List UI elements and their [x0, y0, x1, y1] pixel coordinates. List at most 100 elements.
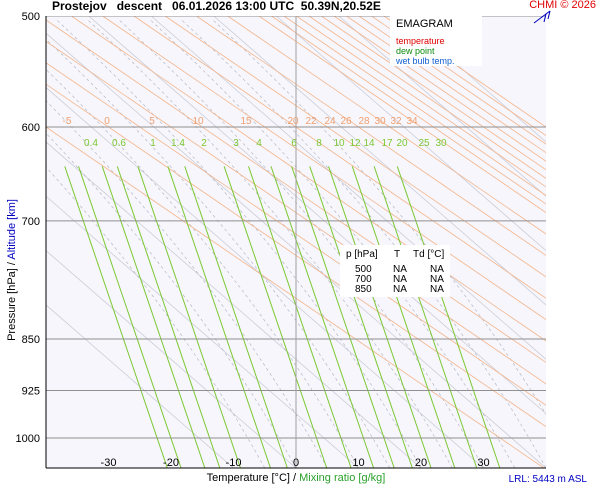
dry-adiabat	[213, 16, 546, 306]
y-tick-label: 600	[22, 122, 40, 134]
isotherm-label: -5	[63, 116, 72, 127]
mixing-ratio-line	[137, 166, 241, 468]
isotherm-label: 26	[340, 116, 352, 127]
y-axis-label-pressure: Pressure [hPa] /	[6, 259, 18, 341]
saturated-adiabat	[150, 19, 516, 468]
legend-item-dew-point: dew point	[396, 46, 435, 56]
isotherm	[196, 16, 546, 256]
mixing-ratio-line	[223, 166, 328, 468]
mixing-ratio-label: 14	[363, 138, 375, 149]
isotherm	[321, 16, 546, 171]
mixing-ratio-line	[373, 166, 478, 468]
saturated-adiabat	[46, 38, 391, 468]
dry-adiabat	[150, 16, 546, 360]
legend: EMAGRAM temperature dew point wet bulb t…	[390, 16, 482, 66]
x-axis-label-temperature: Temperature [°C] /	[206, 472, 300, 484]
isotherm	[333, 16, 546, 162]
isotherm-label: 22	[305, 116, 317, 127]
mixing-ratio-label: 30	[435, 138, 447, 149]
table-header-t: T	[394, 249, 401, 260]
mixing-ratio-line	[184, 166, 288, 468]
x-axis-label-mixing-ratio: Mixing ratio [g/kg]	[299, 472, 386, 484]
y-axis-label: Pressure [hPa] / Altitude [km]	[6, 199, 18, 341]
mixing-ratio-line	[328, 166, 432, 468]
dry-adiabat	[46, 32, 546, 468]
lrl-label: LRL: 5443 m ASL	[508, 474, 587, 485]
legend-item-wet-bulb: wet bulb temp.	[396, 56, 455, 66]
mixing-ratio-label: 1.4	[171, 138, 185, 149]
isotherm	[164, 16, 546, 278]
x-tick-label: -30	[101, 457, 117, 469]
isotherm	[46, 126, 545, 468]
saturated-adiabat	[118, 19, 484, 468]
isotherm	[46, 62, 546, 406]
mixing-ratio-line	[101, 166, 206, 468]
mixing-ratio-label: 10	[333, 138, 345, 149]
x-tick-label: -10	[226, 457, 242, 469]
mixing-ratio-label: 17	[381, 138, 393, 149]
mixing-ratio-line	[167, 166, 271, 468]
chmi-credit[interactable]: CHMI © 2026	[529, 0, 596, 11]
isotherm	[383, 16, 546, 128]
mixing-ratio-line	[351, 166, 456, 468]
dry-adiabat	[275, 16, 546, 252]
isotherm	[271, 16, 546, 205]
isotherm	[308, 16, 546, 179]
mixing-ratio-line	[309, 166, 413, 468]
dry-adiabat	[46, 304, 234, 468]
dry-adiabat	[88, 16, 546, 415]
x-tick-label: 10	[352, 457, 364, 469]
table-row-p: 850	[355, 284, 372, 295]
mixing-ratio-line	[396, 166, 501, 468]
isotherm	[283, 16, 546, 196]
saturated-adiabat	[56, 19, 422, 468]
x-tick-label: -20	[163, 457, 179, 469]
saturated-adiabat	[87, 19, 453, 468]
mixing-ratio-label: 25	[418, 138, 430, 149]
mixing-ratio-line	[270, 166, 375, 468]
mixing-ratio-line	[64, 166, 168, 468]
isotherm	[102, 16, 546, 321]
mixing-ratio-label: 0.6	[112, 138, 126, 149]
isotherm-label: 34	[406, 116, 418, 127]
isotherm	[258, 16, 546, 214]
table-row-t: NA	[393, 264, 407, 275]
isotherm	[46, 40, 546, 385]
wind-barb-icon	[533, 10, 551, 24]
y-tick-label: 500	[22, 11, 40, 23]
mixing-ratio-label: 1	[150, 138, 156, 149]
mixing-ratio-label: 2	[201, 138, 207, 149]
plot-layer	[46, 16, 546, 468]
mixing-ratio-label: 4	[256, 138, 262, 149]
mixing-ratio-label: 12	[349, 138, 361, 149]
values-table: p [hPa] T Td [°C] 500 NA NA 700 NA NA 85…	[340, 245, 450, 297]
table-row-p: 500	[355, 264, 372, 275]
table-row-t: NA	[393, 274, 407, 285]
isotherm-label: 15	[240, 116, 252, 127]
y-tick-label: 1000	[16, 433, 40, 445]
mixing-ratio-label: 3	[233, 138, 239, 149]
mixing-ratio-line	[78, 166, 182, 468]
isotherm-label: 32	[390, 116, 402, 127]
table-header-p: p [hPa]	[346, 249, 378, 260]
table-row-td: NA	[430, 284, 444, 295]
dry-adiabat	[46, 195, 359, 468]
legend-title: EMAGRAM	[396, 18, 453, 30]
y-tick-label: 925	[22, 386, 40, 398]
isotherm	[71, 16, 546, 342]
table-row-td: NA	[430, 274, 444, 285]
dry-adiabat	[46, 87, 484, 468]
chart-title: Prostejov descent 06.01.2026 13:00 UTC 5…	[52, 0, 381, 13]
isotherm	[46, 19, 546, 363]
isotherm	[227, 16, 546, 235]
saturated-adiabat	[212, 19, 546, 415]
mixing-ratio-label: 8	[316, 138, 322, 149]
y-axis-label-altitude: Altitude [km]	[6, 199, 18, 260]
table-row-t: NA	[393, 284, 407, 295]
table-header-td: Td [°C]	[413, 249, 445, 260]
saturated-adiabat	[46, 100, 328, 468]
mixing-ratio-line	[248, 166, 352, 468]
y-tick-label: 850	[22, 334, 40, 346]
table-row-p: 700	[355, 274, 372, 285]
mixing-ratio-line	[291, 166, 395, 468]
